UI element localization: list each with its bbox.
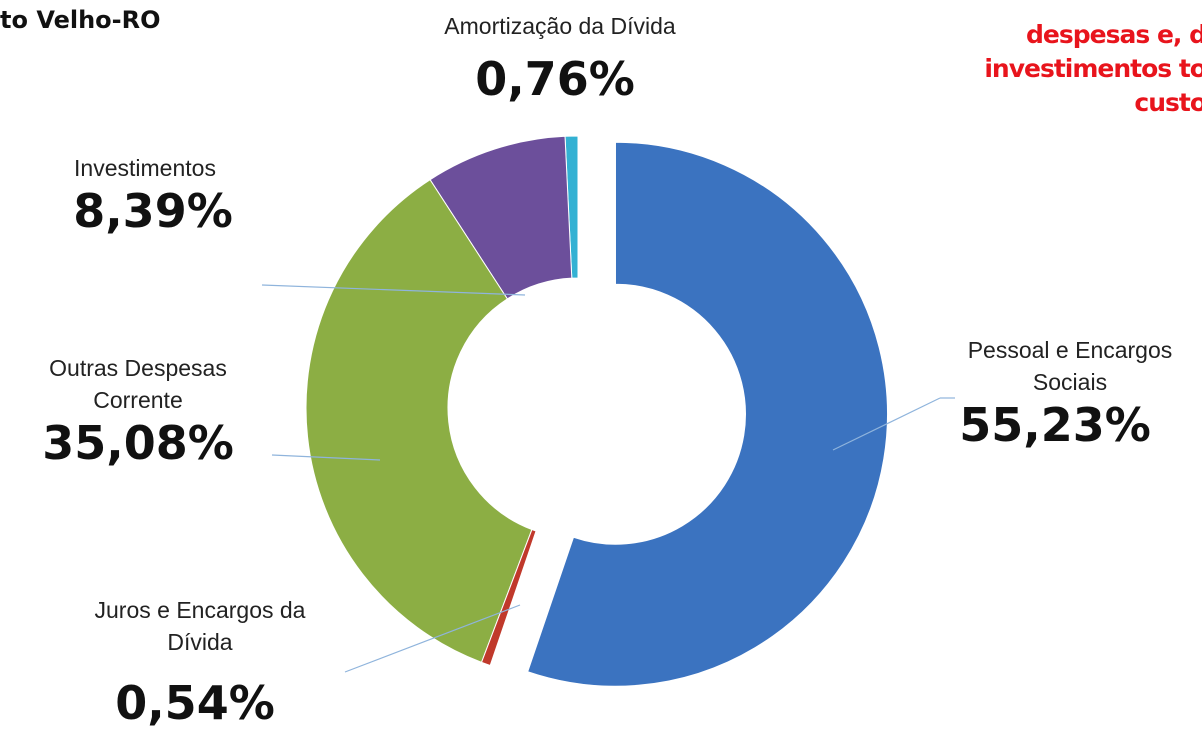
label: Investimentos 8,39% (10, 152, 280, 238)
category-label: Juros e Encargos da Dívida (94, 597, 306, 655)
side-line: investimentos to (984, 54, 1202, 83)
value-label: 55,23% (959, 398, 1151, 452)
donut-slice (564, 135, 579, 279)
donut-slice (429, 135, 573, 300)
value-label: 0,54% (115, 676, 275, 730)
category-label: Pessoal e Encargos Sociais (967, 337, 1173, 395)
side-line: custo (1134, 88, 1202, 117)
side-text: despesas e, d investimentos to custo (984, 18, 1202, 120)
side-line: despesas e, d (1026, 20, 1202, 49)
value-label: 8,39% (73, 184, 233, 238)
donut-slice (305, 179, 533, 663)
slide-title: to Velho-RO (0, 6, 161, 34)
label: Outras Despesas Corrente 35,08% (0, 352, 276, 470)
donut-slice (480, 528, 537, 667)
category-label: Outras Despesas Corrente (49, 355, 227, 413)
category-label: Investimentos (74, 155, 216, 181)
leader-lines (261, 284, 955, 673)
label: Pessoal e Encargos Sociais 55,23% (920, 334, 1202, 452)
label: Amortização da Dívida 0,76% (360, 10, 760, 106)
label: Juros e Encargos da Dívida 0,54% (60, 594, 340, 730)
value-label: 35,08% (42, 416, 234, 470)
category-label: Amortização da Dívida (444, 13, 676, 39)
donut-slice (527, 141, 888, 687)
value-label: 0,76% (475, 52, 635, 106)
